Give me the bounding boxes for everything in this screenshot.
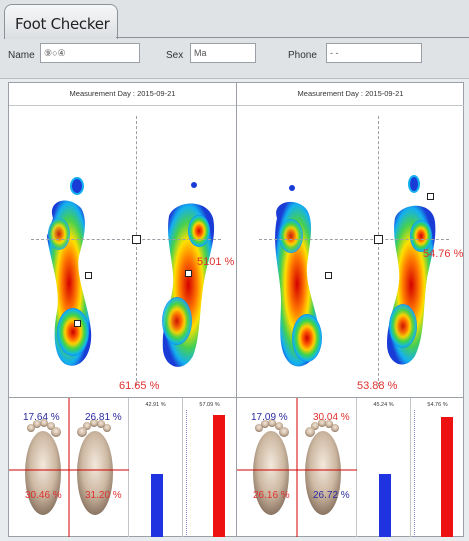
balance-summary: 17.09 % 30.04 % 26.16 % 26.72 % 45.24 % …: [237, 397, 464, 537]
total-percent: 53.88 %: [357, 380, 398, 392]
phone-field[interactable]: - -: [326, 43, 422, 63]
name-label: Name: [8, 50, 35, 61]
right-foot-pressure: [387, 175, 436, 365]
pressure-footprints: [275, 175, 436, 367]
left-balance-label: 45.24 %: [373, 402, 394, 408]
quadrant-bottom-right: 26.72 %: [313, 490, 350, 501]
header: Foot Checker Name ⑨○④ Sex Ma Phone - -: [0, 0, 469, 79]
left-balance-label: 42.91 %: [145, 402, 166, 408]
left-heel-marker: [74, 320, 81, 327]
right-foot-percent: 5101 %: [197, 256, 235, 268]
right-balance-bar: [441, 417, 453, 537]
foot-photo: [237, 398, 357, 537]
measurement-panel-1: Measurement Day : 2015-09-21: [9, 83, 237, 537]
pressure-map: 54.76 % 53.88 %: [237, 106, 464, 398]
quadrant-bottom-left: 26.16 %: [253, 490, 290, 501]
center-axis-horizontal: [31, 239, 221, 240]
right-balance-bar: [213, 415, 225, 537]
right-foot-percent: 54.76 %: [423, 248, 464, 260]
quadrant-top-right: 30.04 %: [313, 412, 350, 423]
bar-guide: [186, 410, 187, 537]
measurement-area: Measurement Day : 2015-09-21: [8, 82, 464, 537]
sex-field[interactable]: Ma: [190, 43, 256, 63]
bar-guide: [414, 410, 415, 537]
right-balance-bar-cell: 57.09 %: [183, 398, 236, 537]
right-foot-cop-marker: [427, 193, 434, 200]
measurement-day: Measurement Day : 2015-09-21: [9, 83, 236, 106]
pressure-map: 5101 % 61.65 %: [9, 106, 236, 398]
right-balance-label: 57.09 %: [199, 402, 220, 408]
center-axis-vertical: [136, 116, 137, 386]
left-foot-cop-marker: [85, 272, 92, 279]
balance-summary: 17.64 % 26.81 % 30.46 % 31.20 % 42.91 % …: [9, 397, 236, 537]
left-foot-cop-marker: [325, 272, 332, 279]
right-balance-label: 54.76 %: [427, 402, 448, 408]
quadrant-top-right: 26.81 %: [85, 412, 122, 423]
quadrant-top-left: 17.64 %: [23, 412, 60, 423]
center-axis-horizontal: [259, 239, 449, 240]
quadrant-footprints: 17.64 % 26.81 % 30.46 % 31.20 %: [9, 398, 129, 537]
quadrant-top-left: 17.09 %: [251, 412, 288, 423]
left-balance-bar: [151, 474, 163, 537]
left-balance-bar: [379, 474, 391, 537]
total-percent: 61.65 %: [119, 380, 160, 392]
sex-label: Sex: [166, 50, 184, 61]
quadrant-bottom-right: 31.20 %: [85, 490, 122, 501]
left-foot-pressure: [275, 185, 322, 367]
name-field[interactable]: ⑨○④: [40, 43, 140, 63]
left-balance-bar-cell: 45.24 %: [357, 398, 411, 537]
app-title: Foot Checker: [15, 15, 110, 33]
center-of-pressure-marker: [132, 235, 141, 244]
tab-divider: [116, 37, 469, 38]
quadrant-footprints: 17.09 % 30.04 % 26.16 % 26.72 %: [237, 398, 357, 537]
right-foot-cop-marker: [185, 270, 192, 277]
right-balance-bar-cell: 54.76 %: [411, 398, 464, 537]
left-balance-bar-cell: 42.91 %: [129, 398, 183, 537]
tab-foot-checker[interactable]: Foot Checker: [4, 4, 118, 39]
foot-photo: [9, 398, 129, 537]
measurement-panel-2: Measurement Day : 2015-09-21: [237, 83, 464, 537]
center-axis-vertical: [378, 116, 379, 386]
phone-label: Phone: [288, 50, 317, 61]
pressure-footprints: [47, 177, 215, 367]
quadrant-bottom-left: 30.46 %: [25, 490, 62, 501]
measurement-day: Measurement Day : 2015-09-21: [237, 83, 464, 106]
center-of-pressure-marker: [374, 235, 383, 244]
